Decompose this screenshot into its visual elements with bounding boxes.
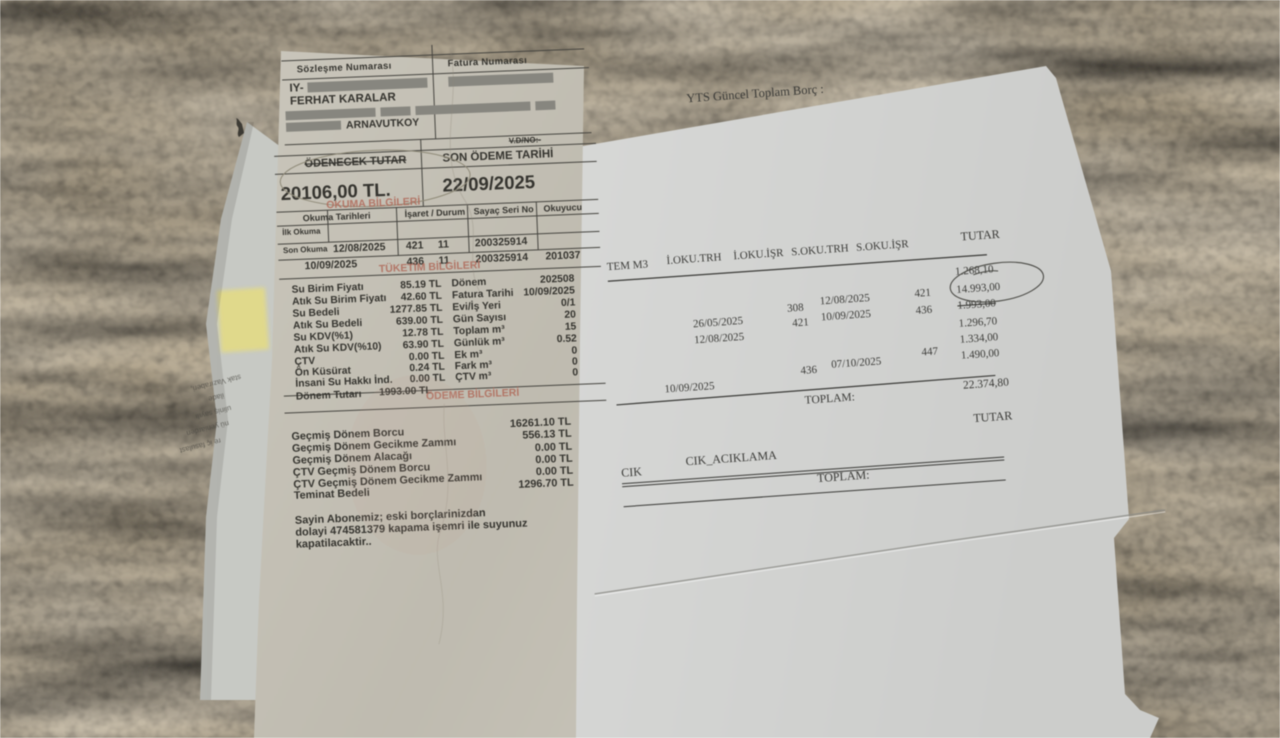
svg-text:12/08/2025: 12/08/2025 xyxy=(333,241,386,255)
svg-text:Okuyucu: Okuyucu xyxy=(543,202,582,214)
svg-text:TÜKETİM BİLGİLERİ: TÜKETİM BİLGİLERİ xyxy=(379,258,481,275)
svg-text:42.60 TL: 42.60 TL xyxy=(401,291,443,304)
svg-text:556.13 TL: 556.13 TL xyxy=(522,428,572,442)
svg-text:IY-: IY- xyxy=(289,82,304,95)
svg-text:201037: 201037 xyxy=(545,249,581,262)
svg-text:Okuma Tarihleri: Okuma Tarihleri xyxy=(303,211,371,224)
svg-text:ÇTV: ÇTV xyxy=(294,356,315,368)
svg-text:12.78 TL: 12.78 TL xyxy=(402,327,444,340)
svg-text:200325914: 200325914 xyxy=(475,235,528,249)
svg-text:Atık Su Birim Fiyatı: Atık Su Birim Fiyatı xyxy=(292,293,387,308)
svg-text:10/09/2025: 10/09/2025 xyxy=(304,258,357,272)
svg-text:Gün Sayısı: Gün Sayısı xyxy=(453,312,507,325)
svg-text:Su Bedeli: Su Bedeli xyxy=(292,307,339,320)
svg-text:85.19 TL: 85.19 TL xyxy=(400,279,442,292)
svg-text:0: 0 xyxy=(571,345,577,356)
svg-text:Fatura Tarihi: Fatura Tarihi xyxy=(452,288,514,301)
svg-text:421: 421 xyxy=(406,239,424,252)
svg-text:0: 0 xyxy=(572,367,578,378)
svg-text:10/09/2025: 10/09/2025 xyxy=(523,285,575,298)
svg-text:1277.85 TL: 1277.85 TL xyxy=(390,303,443,316)
svg-text:20: 20 xyxy=(564,309,576,320)
svg-text:FERHAT KARALAR: FERHAT KARALAR xyxy=(290,91,397,107)
svg-text:0/1: 0/1 xyxy=(561,297,576,309)
svg-text:63.90 TL: 63.90 TL xyxy=(402,339,444,352)
svg-text:15: 15 xyxy=(565,321,577,332)
svg-text:639.00 TL: 639.00 TL xyxy=(396,315,443,328)
svg-text:202508: 202508 xyxy=(540,273,575,285)
svg-text:İlk Okuma: İlk Okuma xyxy=(282,227,321,238)
svg-text:V.D/NO:-: V.D/NO:- xyxy=(509,135,542,145)
svg-text:11: 11 xyxy=(438,238,450,250)
svg-text:Toplam m³: Toplam m³ xyxy=(453,324,505,337)
svg-text:0.52: 0.52 xyxy=(557,333,578,345)
svg-text:Sözleşme Numarası: Sözleşme Numarası xyxy=(297,61,392,76)
svg-text:Dönem Tutarı: Dönem Tutarı xyxy=(296,389,362,403)
svg-text:0: 0 xyxy=(572,356,578,367)
svg-text:Atık Su KDV(%10): Atık Su KDV(%10) xyxy=(294,341,382,356)
svg-text:Günlük m³: Günlük m³ xyxy=(454,336,506,349)
svg-text:Dönem: Dönem xyxy=(451,277,486,289)
svg-text:Fatura Numarası: Fatura Numarası xyxy=(447,55,527,69)
svg-text:kapatilacaktir..: kapatilacaktir.. xyxy=(296,536,372,551)
svg-text:Sayaç Seri No: Sayaç Seri No xyxy=(473,204,534,216)
svg-text:ÖDENECEK TUTAR: ÖDENECEK TUTAR xyxy=(304,153,406,170)
svg-text:ARNAVUTKOY: ARNAVUTKOY xyxy=(346,117,420,132)
svg-text:İşaret / Durum: İşaret / Durum xyxy=(404,207,465,219)
svg-text:ÇTV m³: ÇTV m³ xyxy=(455,371,492,383)
svg-text:1296.70 TL: 1296.70 TL xyxy=(518,477,574,491)
svg-text:200325914: 200325914 xyxy=(475,251,528,265)
svg-text:Son Okuma: Son Okuma xyxy=(283,244,328,255)
